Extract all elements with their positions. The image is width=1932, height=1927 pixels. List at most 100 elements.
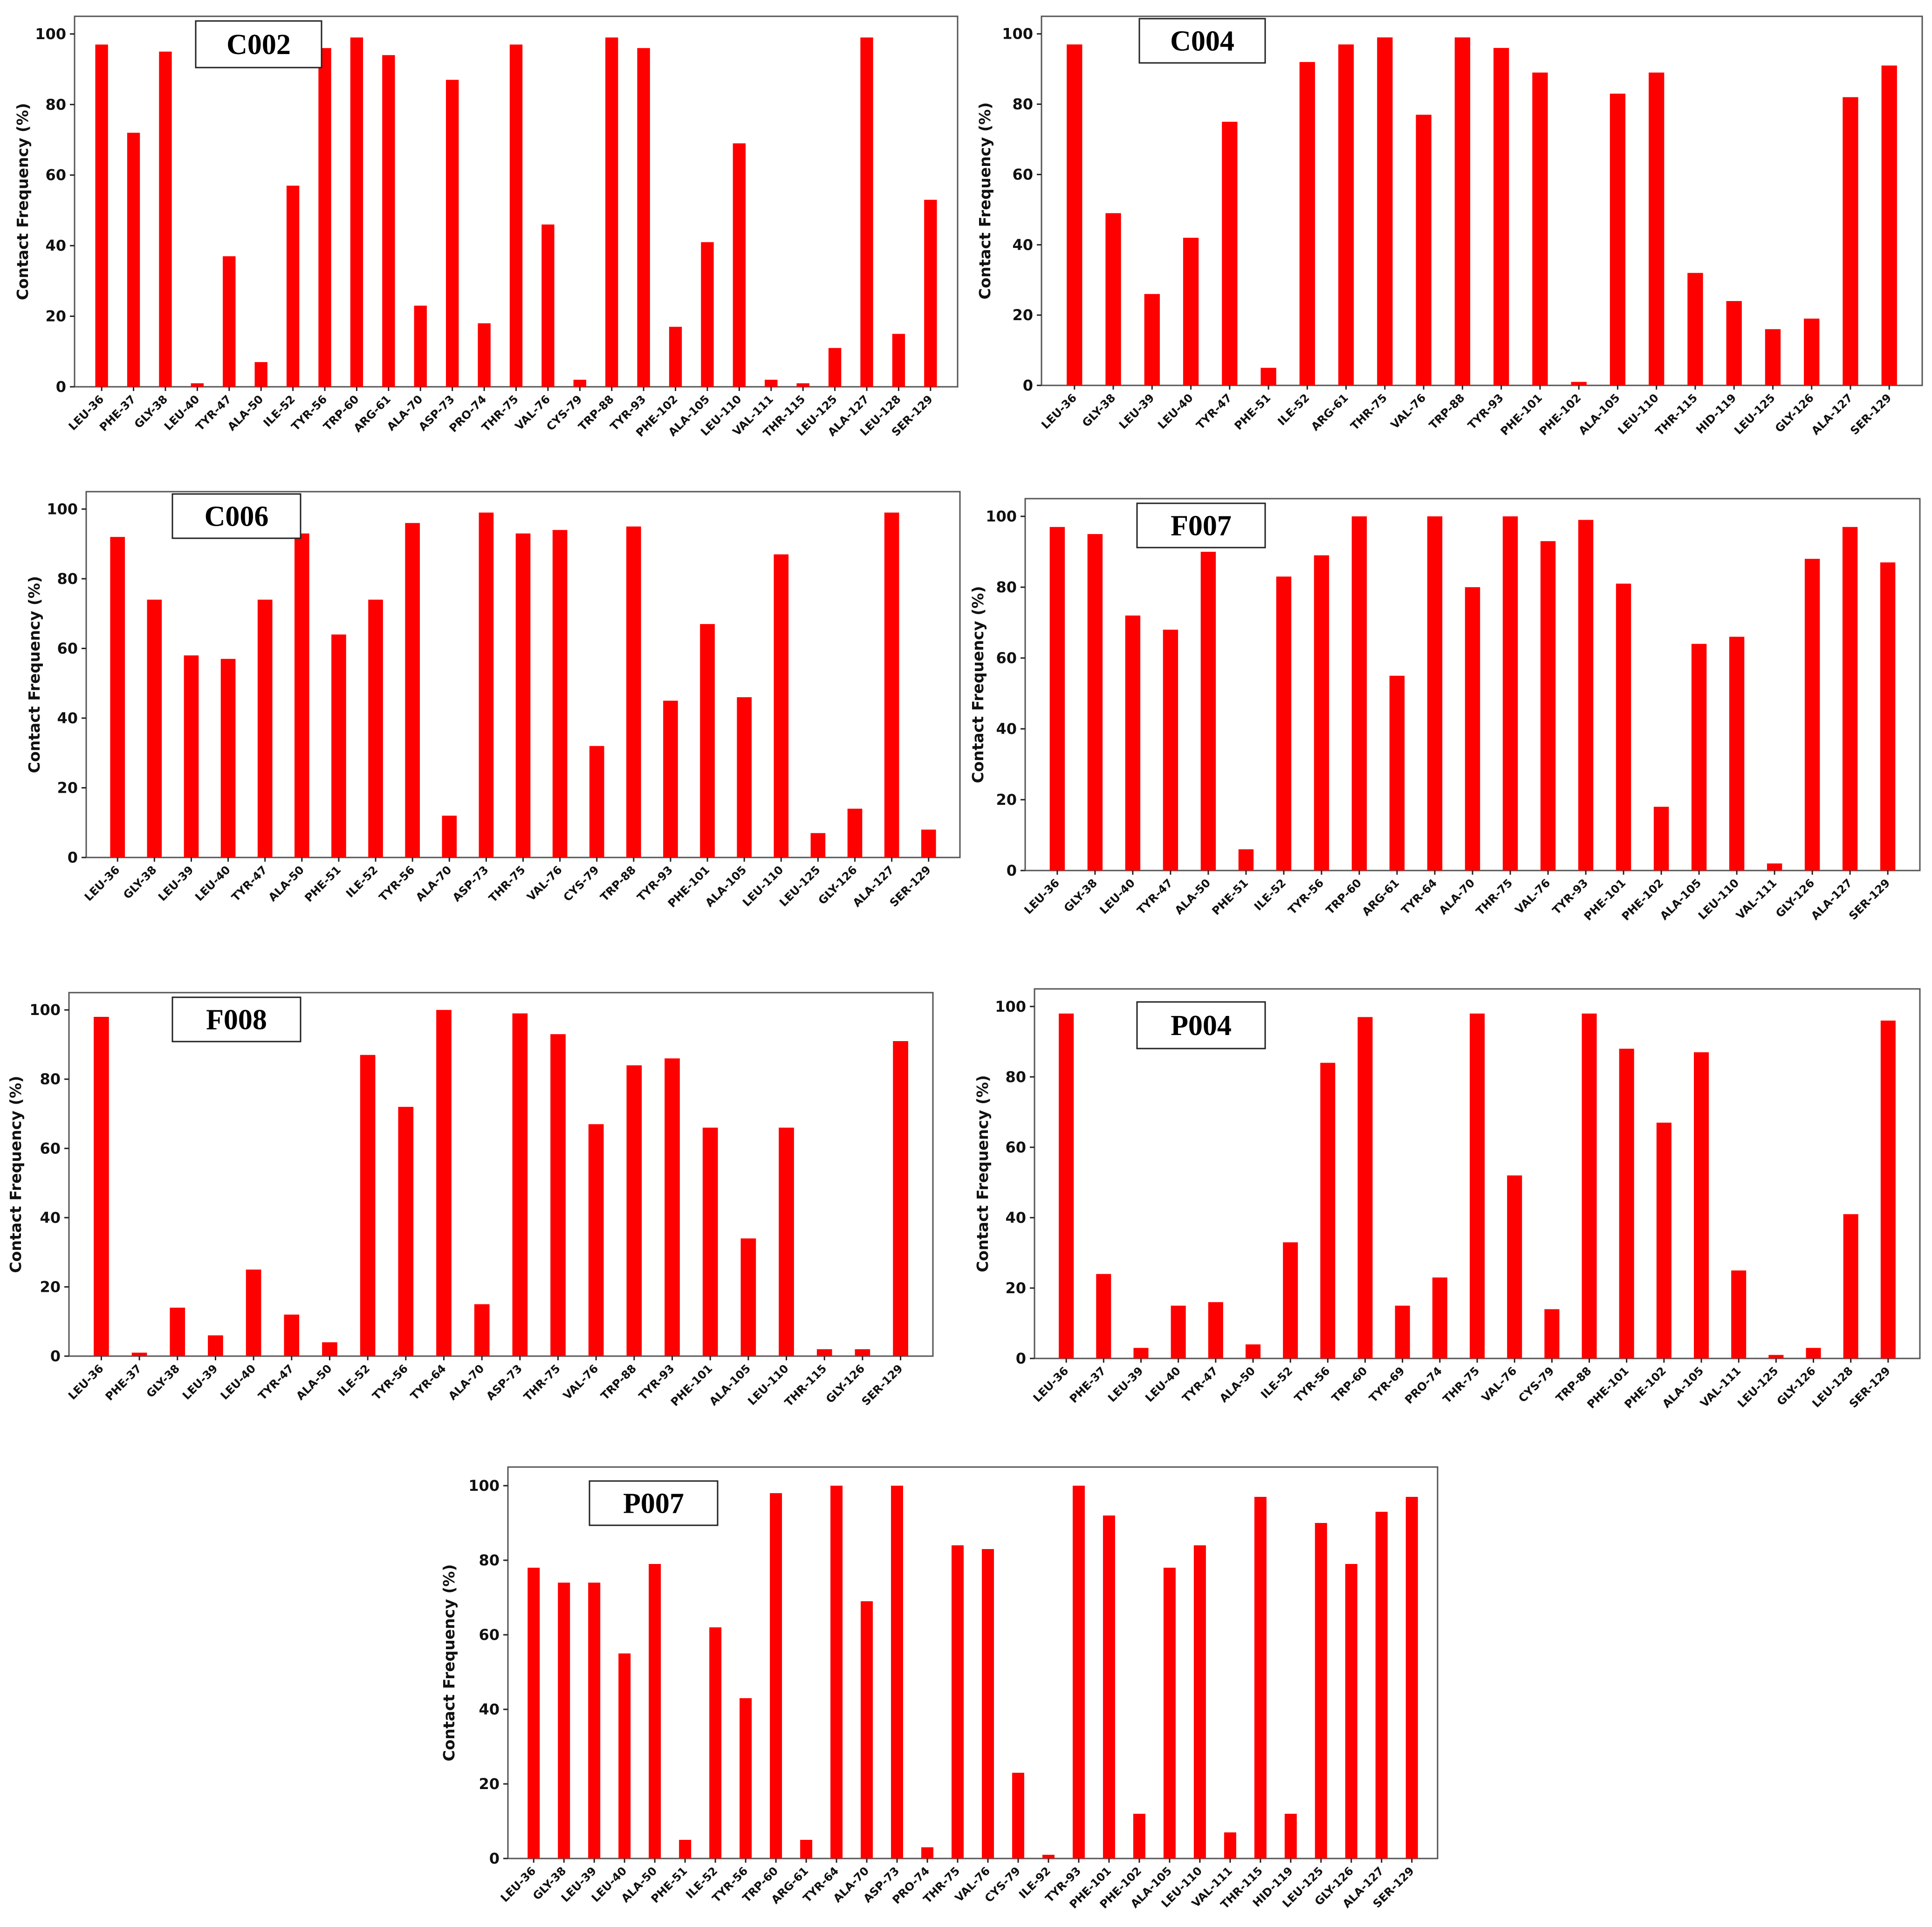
bar (1072, 1486, 1085, 1858)
bar (924, 199, 937, 387)
bar (1843, 97, 1858, 385)
x-tick-label: TRP-88 (598, 863, 638, 904)
bar (884, 512, 899, 857)
bar (861, 1601, 873, 1858)
plot-frame (507, 1466, 1439, 1859)
bar (810, 833, 826, 857)
x-tick-label: ALA-70 (1437, 876, 1478, 917)
x-tick-label: THR-115 (782, 1362, 829, 1409)
bar (1507, 1175, 1522, 1358)
x-tick-label: ALA-105 (707, 1362, 753, 1408)
x-tick-label: LEU-110 (1696, 876, 1741, 922)
x-tick-label: TYR-64 (408, 1362, 448, 1402)
x-tick-label: LEU-125 (777, 863, 822, 909)
bar (1619, 1049, 1634, 1358)
bar (669, 327, 682, 387)
x-tick-label: VAL-111 (1733, 876, 1779, 922)
x-tick-label: ALA-105 (1576, 391, 1622, 437)
bar (1276, 576, 1292, 871)
bar (774, 554, 789, 857)
x-tick-label: TYR-56 (1292, 1364, 1332, 1405)
y-tick-label: 60 (45, 166, 66, 184)
bar (573, 379, 587, 387)
x-tick-label: TYR-64 (1399, 876, 1439, 917)
x-tick-label: TYR-69 (1367, 1364, 1407, 1405)
bar (733, 143, 746, 387)
chart-title: P007 (623, 1488, 684, 1520)
x-tick-label: GLY-38 (121, 863, 159, 901)
bar (1351, 516, 1367, 871)
y-tick-label: 100 (986, 507, 1017, 525)
bar (1389, 676, 1405, 871)
x-tick-label: THR-75 (521, 1362, 562, 1403)
bar (1338, 44, 1354, 386)
y-tick-label: 20 (57, 779, 78, 796)
bar (382, 55, 395, 387)
y-tick-label: 0 (489, 1850, 500, 1867)
bar (1096, 1274, 1111, 1358)
x-tick-label: THR-75 (486, 863, 528, 905)
y-tick-label: 60 (1005, 1138, 1026, 1156)
bar (1454, 37, 1471, 385)
x-tick-label: LEU-39 (1105, 1364, 1146, 1405)
bar (1880, 1020, 1896, 1358)
bar (952, 1545, 964, 1858)
bar (1544, 1309, 1560, 1358)
y-tick-label: 80 (57, 570, 78, 588)
bar (1193, 1545, 1206, 1858)
bar (921, 830, 936, 857)
x-tick-label: LEU-39 (180, 1362, 220, 1402)
bar (368, 599, 383, 857)
chart-title: F007 (1171, 510, 1232, 542)
bar (1768, 1355, 1784, 1358)
bar (294, 533, 309, 857)
bar (847, 809, 863, 857)
bar (892, 334, 905, 387)
bar (1653, 807, 1669, 871)
bar (588, 1583, 601, 1858)
bar (1493, 48, 1509, 385)
bar (94, 1017, 109, 1356)
chart-title: C004 (1170, 26, 1234, 57)
bar (1314, 555, 1329, 871)
bar (1261, 368, 1276, 385)
x-tick-label: PHE-51 (302, 863, 343, 905)
x-tick-label: GLY-38 (1062, 876, 1100, 914)
bar (159, 51, 172, 387)
bar (1163, 630, 1178, 871)
bar (414, 305, 427, 387)
bar (701, 242, 714, 387)
x-tick-label: LEU-36 (1031, 1364, 1071, 1405)
y-tick-label: 60 (57, 639, 78, 657)
bar (191, 383, 204, 387)
x-tick-label: ARG-61 (1360, 876, 1402, 919)
bar (1105, 213, 1121, 385)
chart-title-box (195, 20, 322, 69)
x-tick-label: ALA-50 (1172, 876, 1213, 917)
y-tick-label: 100 (1002, 25, 1033, 43)
bar (1571, 382, 1587, 385)
bar (605, 37, 618, 387)
x-tick-label: ASP-73 (484, 1362, 525, 1403)
x-tick-label: VAL-76 (1388, 391, 1428, 431)
x-tick-label: ILE-52 (336, 1362, 372, 1399)
y-axis-label: Contact Frequency (%) (14, 103, 32, 300)
x-tick-label: LEU-40 (1143, 1364, 1183, 1405)
bar (626, 1065, 642, 1356)
y-tick-label: 80 (479, 1551, 500, 1569)
x-tick-label: ILE-52 (343, 863, 380, 900)
x-tick-label: LEU-125 (1735, 1364, 1781, 1410)
bar (1283, 1242, 1298, 1358)
x-tick-label: SER-129 (1846, 876, 1892, 922)
bar (1133, 1348, 1149, 1358)
bar (257, 599, 273, 857)
y-tick-label: 100 (47, 500, 78, 518)
y-axis-label: Contact Frequency (%) (973, 1075, 992, 1272)
bar (478, 323, 491, 387)
y-axis-label: Contact Frequency (%) (440, 1564, 458, 1761)
y-tick-label: 40 (996, 720, 1017, 738)
bar (1691, 644, 1707, 871)
